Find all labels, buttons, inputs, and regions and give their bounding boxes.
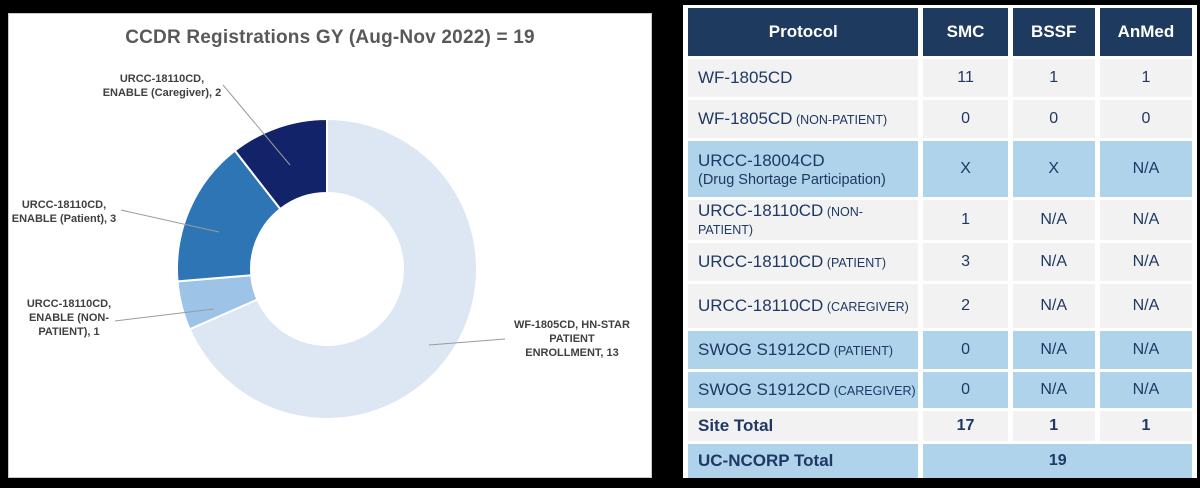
label-leader-line [222, 84, 291, 166]
protocol-cell: SWOG S1912CD (CAREGIVER) [688, 372, 919, 408]
registrations-table: Protocol SMC BSSF AnMed WF-1805CD 11 1 1 WF-… [683, 5, 1197, 481]
table-row: URCC-18110CD (PATIENT) 3 N/A N/A [688, 243, 1192, 281]
donut-segment [233, 118, 328, 211]
protocol-cell: SWOG S1912CD (PATIENT) [688, 331, 919, 369]
value-cell: 0 [923, 100, 1008, 138]
value-cell: N/A [1099, 331, 1192, 369]
donut-segment-label: URCC-18110CD, ENABLE (Patient), 3 [11, 199, 117, 225]
merged-total-cell: 19 [923, 444, 1192, 478]
value-cell: N/A [1012, 200, 1095, 240]
table-header-row: Protocol SMC BSSF AnMed [688, 8, 1192, 56]
chart-title: CCDR Registrations GY (Aug-Nov 2022) = 1… [125, 27, 535, 48]
table-row: WF-1805CD (NON-PATIENT) 0 0 0 [688, 100, 1192, 138]
table-row: SWOG S1912CD (CAREGIVER) 0 N/A N/A [688, 372, 1192, 408]
value-cell: X [1012, 141, 1095, 197]
table-row: URCC-18110CD (CAREGIVER) 2 N/A N/A [688, 284, 1192, 328]
column-header-anmed: AnMed [1099, 8, 1192, 56]
column-header-smc: SMC [923, 8, 1008, 56]
value-cell: 1 [923, 200, 1008, 240]
donut-chart-panel: CCDR Registrations GY (Aug-Nov 2022) = 1… [8, 13, 652, 478]
value-cell: N/A [1012, 243, 1095, 281]
table-row: URCC-18004CD (Drug Shortage Participation… [688, 141, 1192, 197]
registrations-table-panel: Protocol SMC BSSF AnMed WF-1805CD 11 1 1 WF-… [683, 5, 1197, 478]
value-cell: N/A [1099, 372, 1192, 408]
donut-segment-label: URCC-18110CD, ENABLE (Caregiver), 2 [102, 73, 222, 99]
value-cell: N/A [1099, 243, 1192, 281]
protocol-cell: Site Total [688, 411, 919, 441]
table-row: Site Total 17 1 1 [688, 411, 1192, 441]
value-cell: 1 [1012, 411, 1095, 441]
table-row: SWOG S1912CD (PATIENT) 0 N/A N/A [688, 331, 1192, 369]
value-cell: N/A [1012, 372, 1095, 408]
value-cell: 1 [1099, 411, 1192, 441]
value-cell: N/A [1099, 141, 1192, 197]
table-row: URCC-18110CD (NON-PATIENT) 1 N/A N/A [688, 200, 1192, 240]
protocol-cell: URCC-18110CD (CAREGIVER) [688, 284, 919, 328]
protocol-cell: WF-1805CD (NON-PATIENT) [688, 100, 919, 138]
donut-segment-label: WF-1805CD, HN-STAR PATIENT ENROLLMENT, 1… [514, 319, 630, 359]
label-leader-line [120, 209, 220, 233]
value-cell: N/A [1099, 200, 1192, 240]
value-cell: 0 [1099, 100, 1192, 138]
value-cell: 0 [1012, 100, 1095, 138]
protocol-cell: URCC-18110CD (NON-PATIENT) [688, 200, 919, 240]
table-row: UC-NCORP Total 19 [688, 444, 1192, 478]
label-leader-line [114, 308, 215, 322]
column-header-bssf: BSSF [1012, 8, 1095, 56]
protocol-cell: URCC-18004CD (Drug Shortage Participation… [688, 141, 919, 197]
value-cell: 0 [923, 372, 1008, 408]
protocol-cell: URCC-18110CD (PATIENT) [688, 243, 919, 281]
value-cell: 2 [923, 284, 1008, 328]
table-row: WF-1805CD 11 1 1 [688, 59, 1192, 97]
value-cell: N/A [1012, 284, 1095, 328]
protocol-cell: WF-1805CD [688, 59, 919, 97]
value-cell: N/A [1099, 284, 1192, 328]
donut-segment-label: URCC-18110CD, ENABLE (NON- PATIENT), 1 [26, 298, 112, 338]
value-cell: 1 [1012, 59, 1095, 97]
value-cell: 0 [923, 331, 1008, 369]
protocol-cell: UC-NCORP Total [688, 444, 919, 478]
label-leader-line [428, 338, 506, 346]
column-header-protocol: Protocol [688, 8, 919, 56]
donut-segment [188, 118, 478, 420]
donut-chart [114, 84, 506, 420]
value-cell: 17 [923, 411, 1008, 441]
value-cell: 1 [1099, 59, 1192, 97]
value-cell: N/A [1012, 331, 1095, 369]
value-cell: X [923, 141, 1008, 197]
value-cell: 11 [923, 59, 1008, 97]
value-cell: 3 [923, 243, 1008, 281]
